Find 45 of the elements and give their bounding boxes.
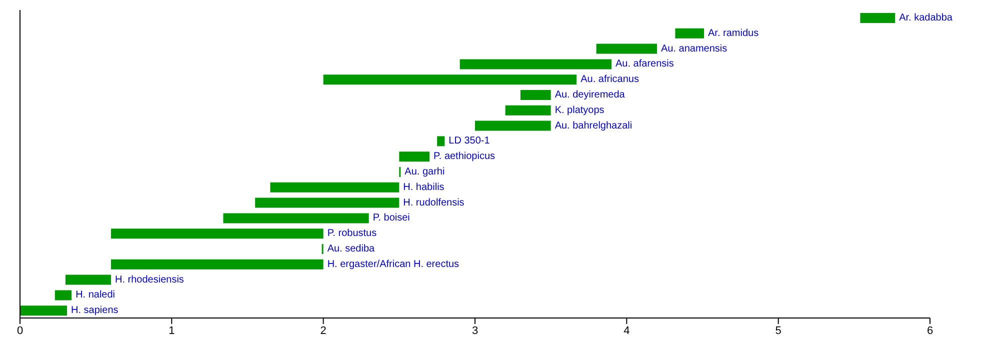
- bar: [860, 13, 896, 23]
- y-tick-label: Au. africanus: [580, 74, 639, 86]
- y-tick-label: K. platyops: [554, 104, 604, 116]
- bar: [66, 274, 111, 285]
- y-tick-label: Au. deyiremeda: [554, 90, 626, 100]
- bar: [255, 198, 400, 208]
- bar: [596, 44, 657, 54]
- bar: [270, 182, 400, 192]
- bar: [111, 228, 324, 239]
- y-tick-label: P. boisei: [372, 212, 410, 224]
- bar: [399, 152, 430, 162]
- x-tick-label: 0: [16, 324, 24, 337]
- bar: [323, 74, 577, 85]
- y-tick-label: Ar. kadabba: [899, 12, 953, 24]
- bar: [111, 259, 324, 270]
- bar: [475, 120, 551, 131]
- y-tick-label: LD 350-1: [448, 136, 490, 147]
- bar: [54, 290, 72, 300]
- y-tick-label: Ar. ramidus: [708, 28, 759, 39]
- x-tick-label: 4: [624, 324, 630, 337]
- bar: [460, 59, 612, 70]
- y-tick-label: H. rudolfensis: [403, 197, 464, 208]
- bar: [505, 105, 551, 116]
- bar: [675, 28, 704, 38]
- y-tick-label: P. aethiopicus: [434, 151, 496, 162]
- y-tick-label: H. ergaster/African H. erectus: [327, 258, 460, 270]
- y-tick-label: Au. bahrelghazali: [554, 120, 632, 132]
- x-tick-label: 5: [775, 324, 782, 337]
- x-tick-label: 2: [320, 324, 326, 337]
- y-tick-label: H. habilis: [403, 182, 444, 193]
- bar: [223, 213, 369, 224]
- y-tick-label: Au. sediba: [327, 244, 376, 254]
- y-tick-label: H. sapiens: [71, 305, 118, 316]
- bar: [520, 90, 551, 100]
- x-tick-label: 3: [472, 324, 478, 337]
- y-tick-label: P. robustus: [327, 228, 377, 240]
- y-tick-label: Au. afarensis: [616, 58, 674, 70]
- x-tick-label: 1: [168, 324, 175, 337]
- y-tick-label: Au. anamensis: [661, 43, 728, 54]
- bar: [20, 306, 68, 316]
- bar: [437, 136, 445, 146]
- y-tick-label: Au. garhi: [404, 166, 445, 178]
- y-tick-label: H. rhodesiensis: [115, 274, 184, 286]
- x-tick-label: 6: [926, 324, 934, 337]
- y-tick-label: H. naledi: [76, 290, 116, 301]
